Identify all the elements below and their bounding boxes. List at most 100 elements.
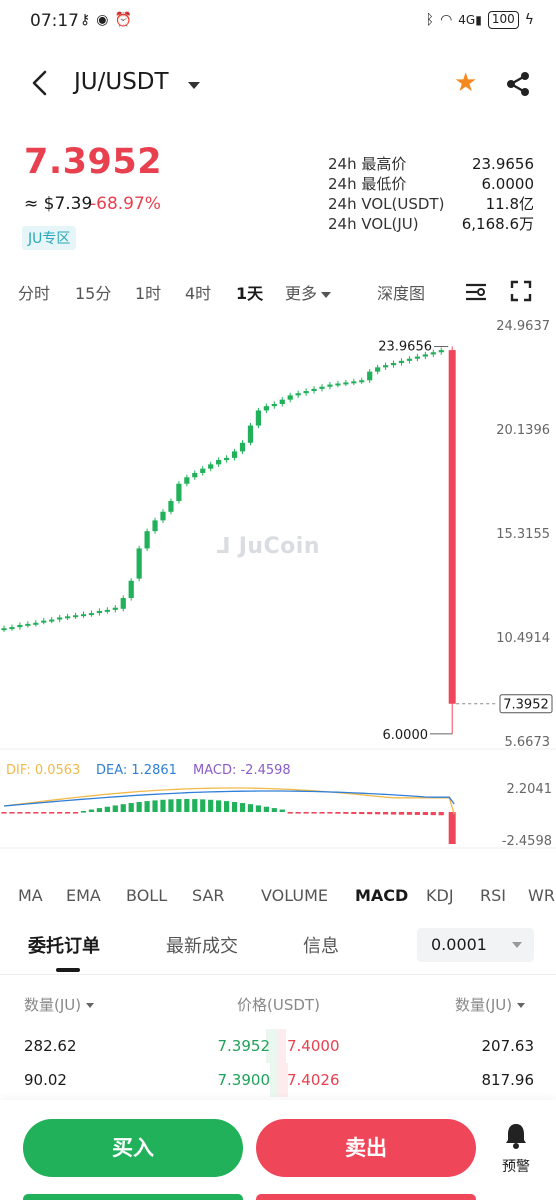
orderbook-row[interactable]: 282.62 7.3952 7.4000 207.63	[0, 1029, 556, 1063]
macd-bar	[9, 812, 15, 814]
pair-title[interactable]: JU/USDT	[74, 69, 169, 95]
candle	[406, 358, 413, 361]
tab-1d[interactable]: 1天	[236, 284, 264, 303]
candle	[247, 425, 254, 443]
ind-rsi[interactable]: RSI	[480, 886, 506, 905]
low-marker-label: 6.0000	[383, 728, 429, 743]
macd-bar	[319, 812, 325, 814]
candle	[168, 500, 174, 512]
buy-button[interactable]: 买入	[23, 1119, 243, 1177]
macd-bar	[1, 812, 7, 814]
candle	[224, 457, 230, 461]
ind-wr[interactable]: WR	[528, 886, 555, 905]
macd-bar	[192, 799, 198, 812]
tab-more[interactable]: 更多	[285, 280, 332, 304]
alert-button[interactable]: 预警	[492, 1118, 540, 1178]
tab-trades[interactable]: 最新成交	[166, 936, 238, 957]
macd-bar	[104, 806, 110, 812]
macd-bar	[96, 808, 102, 812]
tab-15m[interactable]: 15分	[75, 284, 112, 303]
chart-settings-icon[interactable]	[464, 282, 488, 302]
macd-bar	[33, 812, 39, 814]
star-icon[interactable]: ★	[454, 68, 478, 98]
orderbook-row[interactable]: 90.02 7.3900 7.4026 817.96	[0, 1063, 556, 1097]
bid-qty: 282.62	[24, 1037, 77, 1055]
candle	[88, 613, 95, 616]
ind-ema[interactable]: EMA	[66, 886, 101, 905]
wifi-icon: ◠	[440, 12, 453, 28]
kline-svg[interactable]: 24.9637 20.1396 15.3155 10.4914 5.6673 23.965…	[0, 312, 556, 869]
chevron-down-icon[interactable]	[188, 82, 200, 89]
candle	[390, 363, 397, 366]
macd-bar	[136, 802, 142, 812]
macd-bar	[375, 812, 381, 815]
candle	[430, 352, 436, 355]
candle	[136, 548, 142, 579]
back-icon[interactable]	[26, 68, 56, 98]
candle	[271, 403, 277, 407]
stats-panel: 24h 最高价 23.9656 24h 最低价 6.0000 24h VOL(USD…	[328, 154, 534, 234]
y-axis-tick: 20.1396	[496, 423, 550, 438]
macd-bar	[367, 812, 373, 815]
macd-label: MACD: -2.4598	[193, 763, 291, 778]
macd-bar	[255, 805, 261, 812]
macd-bar	[88, 809, 95, 812]
candle	[239, 442, 246, 452]
candle	[128, 580, 134, 599]
status-right: ᛒ ◠ 4G▮ 100 ϟ	[426, 11, 534, 29]
header-bid-qty[interactable]: 数量(JU)	[24, 994, 95, 1015]
macd-bar	[57, 812, 63, 814]
ask-depth-bar	[278, 1063, 288, 1097]
macd-bar	[49, 812, 55, 814]
macd-y-tick: -2.4598	[502, 834, 552, 849]
macd-bar	[168, 799, 174, 812]
candle	[438, 350, 444, 353]
last-price-box	[499, 694, 553, 714]
candle	[96, 610, 102, 614]
bluetooth-icon: ᛒ	[425, 12, 435, 28]
ind-ma[interactable]: MA	[18, 886, 43, 905]
candle	[311, 388, 317, 392]
macd-bar	[184, 799, 190, 812]
tab-4h[interactable]: 4时	[185, 284, 212, 303]
macd-y-tick: 2.2041	[507, 782, 553, 797]
sell-button[interactable]: 卖出	[256, 1119, 476, 1177]
candle	[375, 367, 381, 372]
y-axis-tick: 5.6673	[505, 735, 551, 750]
status-bar: 07:17 ⚷ ◉ ⏰ ᛒ ◠ 4G▮ 100 ϟ	[0, 0, 556, 44]
macd-bar	[247, 804, 254, 812]
candle	[176, 483, 182, 501]
macd-bar	[80, 811, 87, 813]
bid-price: 7.3952	[217, 1037, 271, 1055]
kline-chart[interactable]: 24.9637 20.1396 15.3155 10.4914 5.6673 23.965…	[0, 312, 556, 869]
share-icon[interactable]	[504, 70, 532, 98]
chevron-down-icon	[512, 942, 522, 948]
tab-info[interactable]: 信息	[303, 936, 339, 957]
ind-volume[interactable]: VOLUME	[261, 886, 328, 905]
dif-line	[3, 787, 455, 815]
zone-badge[interactable]: JU专区	[22, 226, 77, 250]
ind-sar[interactable]: SAR	[192, 886, 225, 905]
candle	[120, 598, 126, 609]
ind-kdj[interactable]: KDJ	[426, 886, 454, 905]
candle	[448, 350, 456, 704]
fullscreen-icon[interactable]	[510, 280, 532, 302]
ind-boll[interactable]: BOLL	[126, 886, 168, 905]
ind-macd[interactable]: MACD	[355, 886, 409, 905]
tab-depth[interactable]: 深度图	[377, 284, 426, 303]
ask-qty: 817.96	[481, 1071, 535, 1089]
status-icons: ⚷ ◉ ⏰	[80, 12, 132, 28]
tab-1h[interactable]: 1时	[135, 284, 162, 303]
dea-line	[3, 790, 455, 807]
eye-icon: ◉	[96, 12, 109, 28]
tab-timeline[interactable]: 分时	[18, 284, 51, 303]
header-ask-qty[interactable]: 数量(JU)	[455, 994, 526, 1015]
active-tab-indicator	[56, 968, 80, 972]
macd-bar	[390, 812, 397, 815]
precision-select[interactable]: 0.0001	[417, 928, 534, 962]
macd-bar	[414, 812, 420, 815]
tab-orders[interactable]: 委托订单	[28, 936, 100, 957]
bid-qty: 90.02	[24, 1071, 67, 1089]
candle	[17, 624, 23, 628]
candle	[367, 371, 373, 381]
